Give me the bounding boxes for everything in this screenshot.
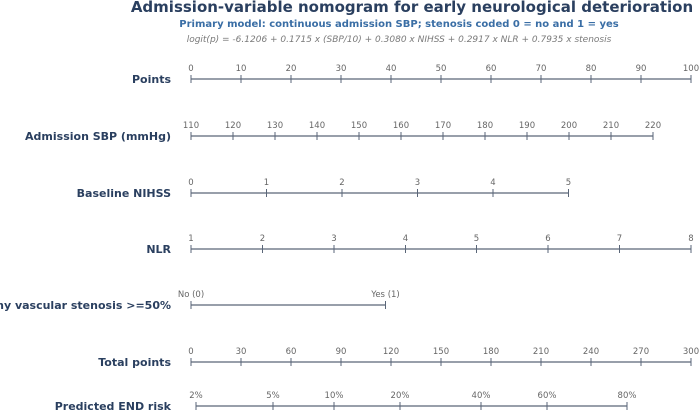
tick-label: 0 [188,64,193,74]
tick-label: 150 [351,121,367,131]
tick-label: 170 [435,121,451,131]
tick-label: 130 [267,121,283,131]
tick-label: 80% [618,391,637,401]
tick-label: 120 [383,347,399,357]
tick-label: 30 [236,347,247,357]
tick-label: 240 [583,347,599,357]
row-label: Baseline NIHSS [77,187,171,200]
tick-label: 70 [536,64,547,74]
tick-label: 1 [188,234,193,244]
row-admission-sbp-mmhg: Admission SBP (mmHg) 110 120 130 140 150 160 17… [25,121,661,143]
tick-label: 190 [519,121,535,131]
tick-label: 220 [645,121,661,131]
tick-label: 4 [403,234,408,244]
tick-label: 110 [183,121,199,131]
row-label: Total points [98,356,171,369]
tick-label: 10% [325,391,344,401]
tick-label: 0 [188,178,193,188]
row-label: Predicted END risk [55,400,172,410]
row-label: Admission SBP (mmHg) [25,130,171,143]
tick-label: 20 [286,64,297,74]
tick-label: 3 [415,178,420,188]
row-total-points: Total points 0 30 60 90 120 150 180 210 240 270 300 [98,347,699,369]
tick-label: 300 [683,347,699,357]
tick-label: 180 [483,347,499,357]
tick-label: 8 [688,234,693,244]
tick-label: 160 [393,121,409,131]
tick-label: 2 [339,178,344,188]
tick-label: 100 [683,64,699,74]
tick-label: 60 [486,64,497,74]
tick-label: 4 [490,178,495,188]
tick-label: 0 [188,347,193,357]
model-formula: logit(p) = -6.1206 + 0.1715 x (SBP/10) +… [187,35,612,45]
tick-label: 60 [286,347,297,357]
tick-label: 60% [538,391,557,401]
row-label: NLR [146,243,171,256]
tick-label: 40% [472,391,491,401]
row-points: Points 0 10 20 30 40 50 60 70 80 90 100 [132,64,699,86]
tick-label: 5 [566,178,571,188]
tick-label: 80 [586,64,597,74]
tick-label: Yes (1) [370,290,399,300]
tick-label: 200 [561,121,577,131]
row-label: Points [132,73,171,86]
tick-label: 30 [336,64,347,74]
row-nlr: NLR 1 2 3 4 5 6 7 8 [146,234,693,256]
row-predicted-end-risk: Predicted END risk 2% 5% 10% 20% 40% 60% 80% [55,391,637,410]
tick-label: 2 [260,234,265,244]
row-label: Any vascular stenosis >=50% [0,299,171,312]
tick-label: 3 [331,234,336,244]
tick-label: 50 [436,64,447,74]
tick-label: 140 [309,121,325,131]
chart-subtitle: Primary model: continuous admission SBP;… [179,19,618,30]
tick-label: 210 [603,121,619,131]
chart-title: Admission-variable nomogram for early ne… [131,0,693,16]
tick-label: 40 [386,64,397,74]
tick-label: 7 [617,234,622,244]
row-baseline-nihss: Baseline NIHSS 0 1 2 3 4 5 [77,178,572,200]
tick-label: 5 [474,234,479,244]
tick-label: 210 [533,347,549,357]
tick-label: 90 [636,64,647,74]
tick-label: 2% [189,391,203,401]
tick-label: 1 [264,178,269,188]
row-any-vascular-stenosis-50: Any vascular stenosis >=50% No (0) Yes (1) [0,290,400,312]
tick-label: No (0) [178,290,204,300]
tick-label: 10 [236,64,247,74]
tick-label: 6 [545,234,550,244]
tick-label: 120 [225,121,241,131]
tick-label: 20% [391,391,410,401]
tick-label: 90 [336,347,347,357]
tick-label: 270 [633,347,649,357]
tick-label: 5% [266,391,280,401]
tick-label: 150 [433,347,449,357]
tick-label: 180 [477,121,493,131]
